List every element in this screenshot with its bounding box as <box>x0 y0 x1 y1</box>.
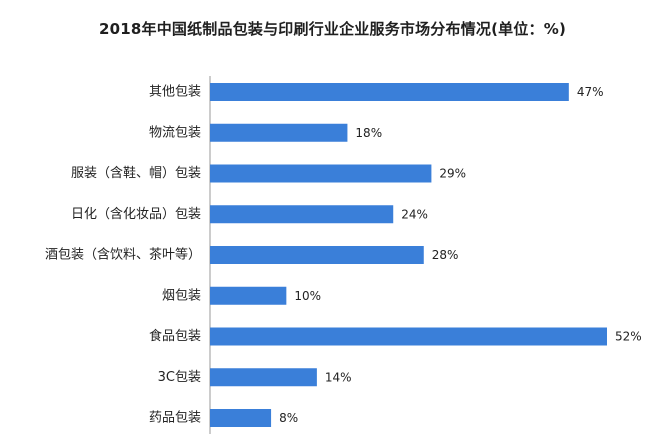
bar <box>210 164 432 183</box>
category-label: 3C包装 <box>158 370 201 385</box>
data-label: 18% <box>355 126 382 140</box>
bar <box>210 409 272 427</box>
data-label: 10% <box>294 289 321 303</box>
bar <box>210 327 607 346</box>
category-label: 烟包装 <box>162 288 201 303</box>
category-label: 其他包装 <box>149 85 201 100</box>
data-label: 47% <box>577 85 604 99</box>
category-label: 服装（含鞋、帽）包装 <box>71 165 201 181</box>
data-label: 52% <box>615 330 642 344</box>
category-label: 物流包装 <box>149 125 201 140</box>
chart-title: 2018年中国纸制品包装与印刷行业企业服务市场分布情况(单位：%) <box>98 20 567 38</box>
bar <box>210 246 424 264</box>
data-label: 24% <box>401 207 428 221</box>
data-label: 8% <box>279 411 298 425</box>
category-label: 药品包装 <box>149 411 201 426</box>
data-label: 29% <box>439 167 466 181</box>
bar <box>210 123 348 142</box>
data-label: 28% <box>432 248 459 262</box>
category-label: 食品包装 <box>149 328 201 344</box>
bar <box>210 83 569 101</box>
data-label: 14% <box>325 370 352 384</box>
category-label: 日化（含化妆品）包装 <box>71 206 201 222</box>
bar <box>210 205 394 224</box>
bar <box>210 368 317 387</box>
category-label: 酒包装（含饮料、茶叶等） <box>45 247 201 263</box>
bar <box>210 286 287 305</box>
